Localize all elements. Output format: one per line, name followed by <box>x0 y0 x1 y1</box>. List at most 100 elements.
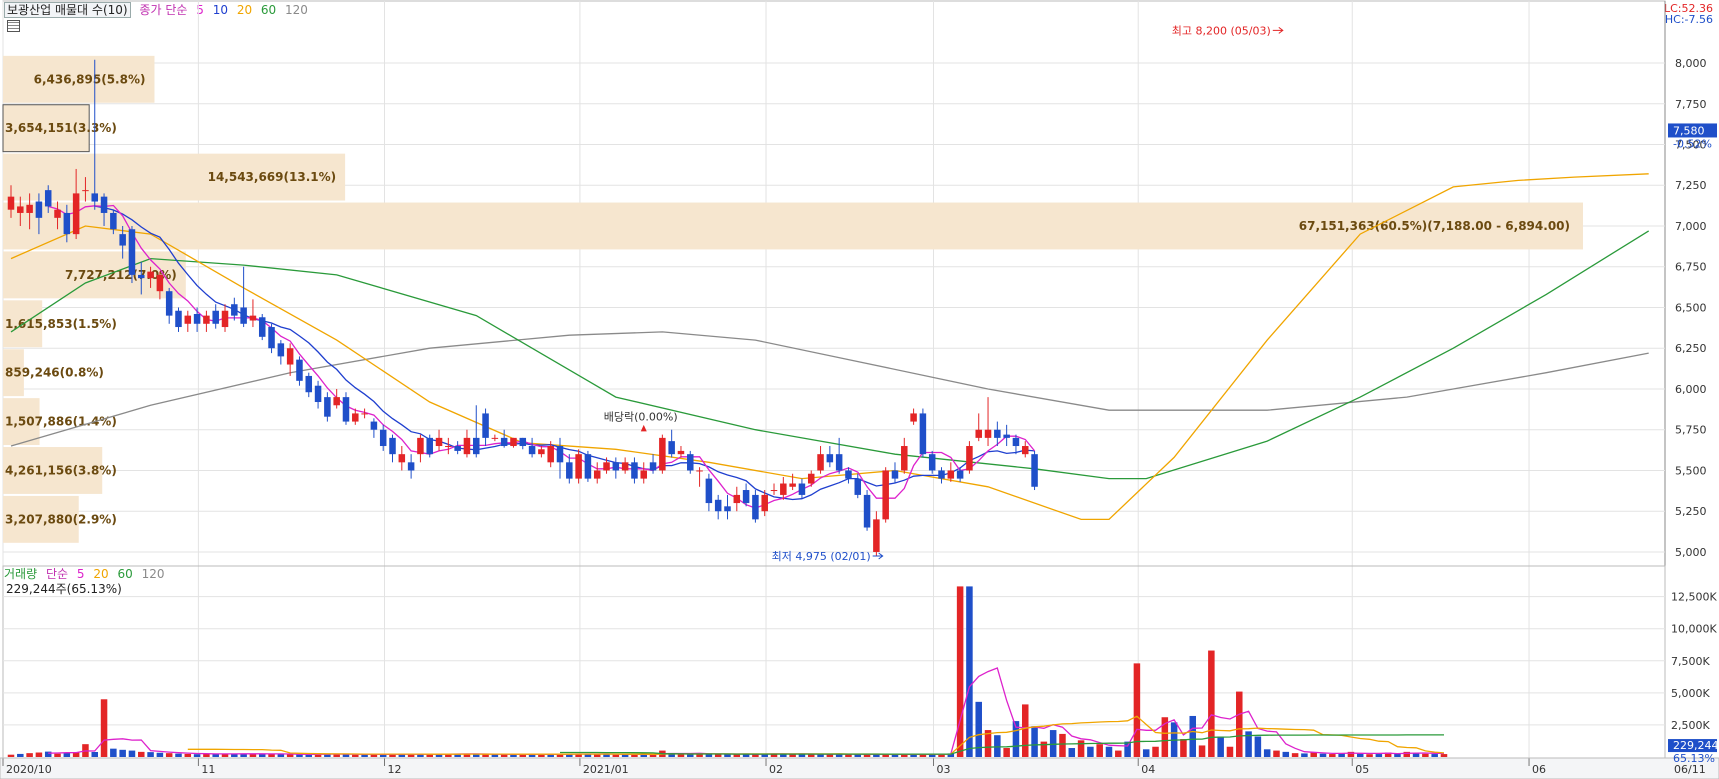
candle-body <box>528 446 536 455</box>
volume-bar <box>1282 751 1290 757</box>
x-axis-label: 06 <box>1532 763 1546 776</box>
volume-bar <box>175 753 182 757</box>
volume-bar <box>566 754 573 757</box>
volume-bar <box>593 753 601 757</box>
volume-bar <box>26 753 33 757</box>
candle-body <box>994 429 1001 438</box>
data-table-icon[interactable] <box>7 20 20 32</box>
candle-body <box>128 229 136 275</box>
candle <box>826 446 834 468</box>
ma5-legend[interactable]: 5 <box>196 3 204 17</box>
vol-ma20-legend[interactable]: 20 <box>93 567 109 581</box>
candle <box>621 457 629 474</box>
candle-body <box>891 470 899 479</box>
candle <box>100 193 108 226</box>
volume-bar <box>398 753 406 757</box>
vol-ma60-legend[interactable]: 60 <box>117 567 133 581</box>
candle <box>193 307 201 332</box>
candle-body <box>1003 434 1010 438</box>
high-annotation: 최고 8,200 (05/03) <box>1172 24 1271 37</box>
candle-body <box>445 446 452 448</box>
candle <box>538 446 545 458</box>
candle-body <box>221 310 229 328</box>
candle <box>994 421 1001 447</box>
candle <box>789 473 796 491</box>
candle-body <box>54 209 61 218</box>
candle <box>938 467 945 484</box>
volume-profile-indicator-label[interactable]: 보광산업 매물대 수(10) <box>4 2 131 18</box>
candle <box>138 261 145 295</box>
candle-body <box>612 462 620 471</box>
volume-bar <box>454 753 461 757</box>
candle <box>919 408 927 458</box>
candle-body <box>426 437 433 455</box>
volume-profile-label: 14,543,669(13.1%) <box>208 170 337 184</box>
candle <box>566 454 573 484</box>
candle <box>649 454 657 474</box>
candle-body <box>361 413 368 415</box>
ma10-legend[interactable]: 10 <box>212 3 228 17</box>
volume-ma60-line <box>560 734 1444 755</box>
volume-bar <box>826 754 834 757</box>
volume-bar <box>724 754 731 757</box>
volume-bar <box>1384 752 1392 757</box>
vol-ma120-legend[interactable]: 120 <box>141 567 165 581</box>
volume-bar <box>370 754 378 757</box>
volume-bar <box>1356 753 1364 757</box>
candle-body <box>752 494 759 520</box>
candle <box>714 494 722 520</box>
volume-bar <box>1180 739 1187 757</box>
candle <box>752 490 759 523</box>
candle <box>147 266 154 288</box>
volume-bar <box>1273 750 1280 757</box>
volume-bar <box>1040 741 1048 757</box>
candle <box>175 307 182 332</box>
volume-bar <box>752 754 759 757</box>
candle-body <box>882 470 889 520</box>
candle <box>966 441 973 474</box>
candle <box>519 437 527 450</box>
volume-ma-group-label[interactable]: 단순 <box>45 567 69 581</box>
ma120-legend[interactable]: 120 <box>285 3 308 17</box>
last-price-badge: 7,580 <box>1673 124 1705 137</box>
volume-bar <box>147 752 154 757</box>
volume-bar <box>110 748 117 757</box>
volume-tick-label: 12,500K <box>1671 591 1717 604</box>
volume-title[interactable]: 거래량 <box>4 567 38 581</box>
candle <box>901 437 908 474</box>
volume-bar <box>212 753 219 757</box>
candle-body <box>305 375 313 393</box>
price-tick-label: 7,500 <box>1675 138 1707 151</box>
candle <box>203 310 210 332</box>
volume-bar <box>1021 704 1029 757</box>
candle-body <box>975 429 982 438</box>
vol-ma5-legend[interactable]: 5 <box>76 567 85 581</box>
ma-group-label[interactable]: 종가 단순 <box>139 3 188 17</box>
candle-body <box>714 499 722 512</box>
last-volume-pct-badge: 65.13% <box>1673 752 1715 765</box>
ma60-legend[interactable]: 60 <box>260 3 277 17</box>
volume-bar <box>7 754 15 757</box>
candle-body <box>696 470 703 472</box>
volume-bar <box>463 753 471 757</box>
volume-bar <box>352 754 359 757</box>
candle <box>705 473 713 512</box>
volume-bar <box>221 753 229 757</box>
candle-body <box>165 291 173 316</box>
volume-bar <box>156 752 164 757</box>
volume-bar <box>1208 650 1215 757</box>
volume-profile-bar <box>3 349 24 397</box>
candle-body <box>854 478 862 495</box>
ma20-legend[interactable]: 20 <box>236 3 253 17</box>
x-axis-label: 2020/10 <box>6 763 52 776</box>
volume-bar <box>1077 740 1085 757</box>
volume-bar <box>389 754 396 757</box>
low-arrow <box>872 552 884 560</box>
volume-bar <box>984 730 992 757</box>
volume-bar <box>538 753 545 757</box>
ma120-line <box>10 331 1649 447</box>
candle <box>891 462 899 484</box>
candle <box>798 478 806 499</box>
